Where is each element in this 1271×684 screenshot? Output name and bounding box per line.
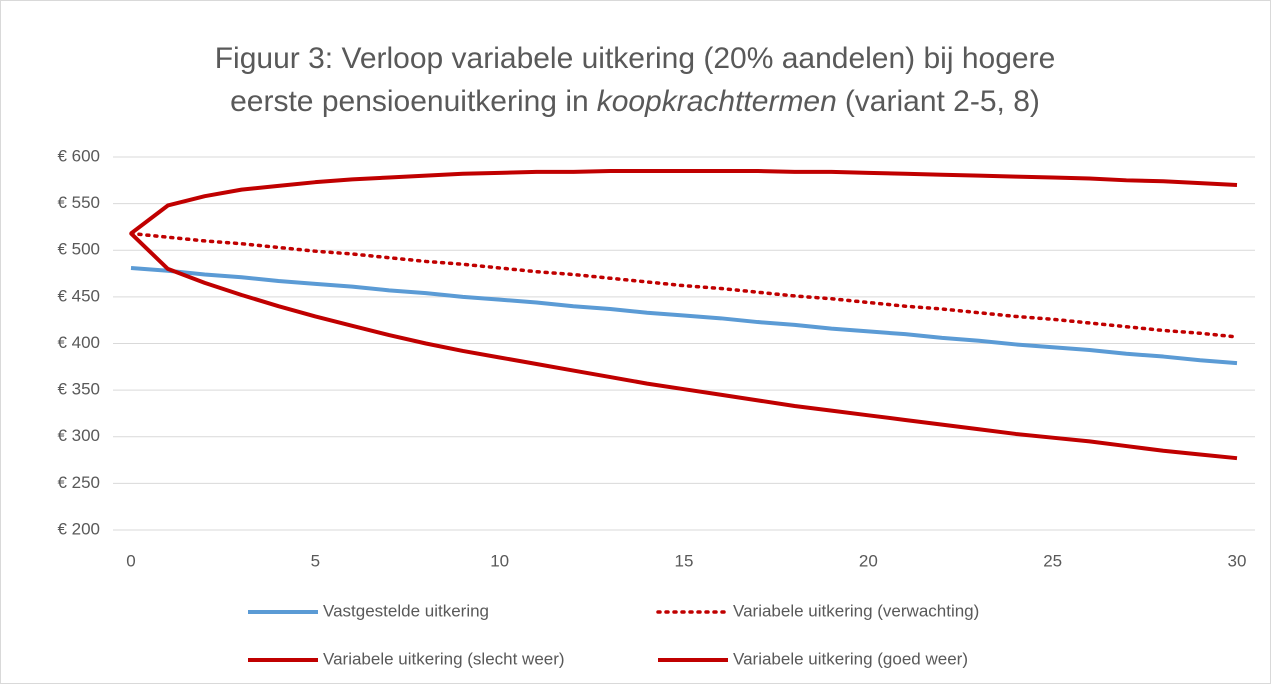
- x-tick-label: 20: [859, 551, 878, 570]
- y-tick-label: € 600: [57, 146, 100, 165]
- title-part: (variant 2-5, 8): [845, 85, 1040, 118]
- legend-label: Variabele uitkering (verwachting): [733, 601, 979, 620]
- x-tick-label: 25: [1043, 551, 1062, 570]
- title-part: eerste pensioenuitkering in: [230, 85, 589, 118]
- x-tick-label: 0: [126, 551, 135, 570]
- chart-title: eerste pensioenuitkering in koopkrachtter…: [230, 85, 1040, 118]
- y-tick-label: € 450: [57, 286, 100, 305]
- line-series: [129, 168, 1238, 236]
- y-tick-label: € 250: [57, 473, 100, 492]
- line-series: [129, 231, 1239, 339]
- title-part: koopkrachttermen: [597, 85, 837, 118]
- y-tick-label: € 500: [57, 240, 100, 259]
- chart-title: Figuur 3: Verloop variabele uitkering (2…: [215, 42, 1056, 75]
- x-tick-label: 30: [1228, 551, 1247, 570]
- y-tick-label: € 400: [57, 333, 100, 352]
- x-tick-label: 15: [675, 551, 694, 570]
- x-tick-label: 5: [311, 551, 320, 570]
- legend-label: Vastgestelde uitkering: [323, 601, 489, 620]
- legend-label: Variabele uitkering (goed weer): [733, 649, 968, 668]
- y-tick-label: € 300: [57, 426, 100, 445]
- line-series: [130, 265, 1238, 366]
- line-series: [129, 232, 1238, 461]
- legend-label: Variabele uitkering (slecht weer): [323, 649, 565, 668]
- y-tick-label: € 550: [57, 193, 100, 212]
- y-tick-label: € 350: [57, 380, 100, 399]
- x-tick-label: 10: [490, 551, 509, 570]
- y-tick-label: € 200: [57, 519, 100, 538]
